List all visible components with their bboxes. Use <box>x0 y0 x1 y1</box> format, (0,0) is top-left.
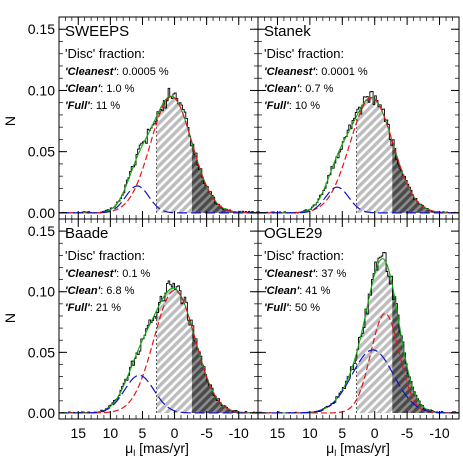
hatched-region-cleanest <box>191 327 258 413</box>
disc-fraction-line: 'Clean': 41 % <box>264 285 331 297</box>
hatched-region-cleanest <box>392 284 459 413</box>
disc-fraction-line: 'Clean': 1.0 % <box>65 83 135 95</box>
disc-component-curve <box>258 349 459 414</box>
y-tick-label: 0.00 <box>28 405 55 421</box>
disc-fraction-heading: 'Disc' fraction: <box>65 248 145 263</box>
y-axis-label: N <box>2 313 18 323</box>
disc-fraction-line: 'Cleanest': 37 % <box>264 268 346 280</box>
disc-fraction-heading: 'Disc' fraction: <box>65 46 145 61</box>
disc-component-curve <box>59 185 258 214</box>
y-tick-label: 0.15 <box>28 21 55 37</box>
x-tick-label: 5 <box>139 425 147 441</box>
disc-fraction-line: 'Cleanest': 0.0005 % <box>65 66 169 78</box>
x-tick-label: -10 <box>429 425 449 441</box>
disc-fraction-heading: 'Disc' fraction: <box>264 46 344 61</box>
y-axis-label: N <box>2 116 18 126</box>
disc-fraction-line: 'Clean': 6.8 % <box>65 285 135 297</box>
panel-title: Baade <box>65 225 108 242</box>
x-tick-label: 10 <box>302 425 318 441</box>
disc-fraction-line: 'Full': 50 % <box>264 302 320 314</box>
panel-baade: 0.00 0.05 0.10 0.15 15 10 5 0 -5 -10 Baade 'Disc' f… <box>28 218 259 441</box>
bulge-component-curve <box>258 312 459 414</box>
y-tick-label: 0.05 <box>28 344 55 360</box>
disc-fraction-line: 'Cleanest': 0.1 % <box>65 268 151 280</box>
disc-component-curve <box>258 186 459 214</box>
panel-title: OGLE29 <box>264 225 322 242</box>
y-tick-label: 0.05 <box>28 144 55 160</box>
x-tick-label: -10 <box>229 425 249 441</box>
hatched-region-clean <box>156 96 192 213</box>
x-tick-label: -5 <box>200 425 213 441</box>
x-tick-label: 15 <box>270 425 286 441</box>
disc-fraction-heading: 'Disc' fraction: <box>264 248 344 263</box>
hatched-region-cleanest <box>191 142 258 213</box>
panel-ogle29: 15 10 5 0 -5 -10 OGLE29 'Disc' fraction: 'Cleane… <box>257 218 460 441</box>
panel-frame <box>257 218 460 420</box>
hatched-region-clean <box>356 97 393 213</box>
x-tick-label: 0 <box>371 425 379 441</box>
disc-fraction-line: 'Cleanest': 0.0001 % <box>264 66 368 78</box>
disc-fraction-line: 'Full': 10 % <box>264 100 320 112</box>
hatched-region-clean <box>156 288 192 413</box>
hatched-region-cleanest <box>392 140 459 213</box>
x-tick-label: -5 <box>401 425 414 441</box>
y-tick-label: 0.10 <box>28 284 55 300</box>
x-tick-label: 5 <box>338 425 346 441</box>
y-tick-label: 0.00 <box>28 205 55 221</box>
disc-component-curve <box>59 374 258 414</box>
panel-stanek: Stanek 'Disc' fraction: 'Cleanest': 0.0001… <box>257 16 460 220</box>
bulge-component-curve <box>258 97 459 214</box>
panel-title: Stanek <box>264 23 311 40</box>
x-tick-label: 10 <box>103 425 119 441</box>
disc-fraction-line: 'Clean': 0.7 % <box>264 83 334 95</box>
disc-fraction-line: 'Full': 11 % <box>65 100 120 112</box>
y-tick-label: 0.15 <box>28 223 55 239</box>
bulge-component-curve <box>59 289 258 414</box>
disc-fraction-line: 'Full': 21 % <box>65 302 121 314</box>
panel-title: SWEEPS <box>65 23 129 40</box>
x-axis-label: μl [mas/yr] <box>326 440 390 458</box>
x-tick-label: 15 <box>70 425 86 441</box>
y-tick-label: 0.10 <box>28 82 55 98</box>
x-axis-label: μl [mas/yr] <box>125 440 189 458</box>
x-tick-label: 0 <box>171 425 179 441</box>
panel-sweeps: 0.00 0.05 0.10 0.15 SWEEPS 'Disc' fraction: 'C… <box>28 16 259 221</box>
